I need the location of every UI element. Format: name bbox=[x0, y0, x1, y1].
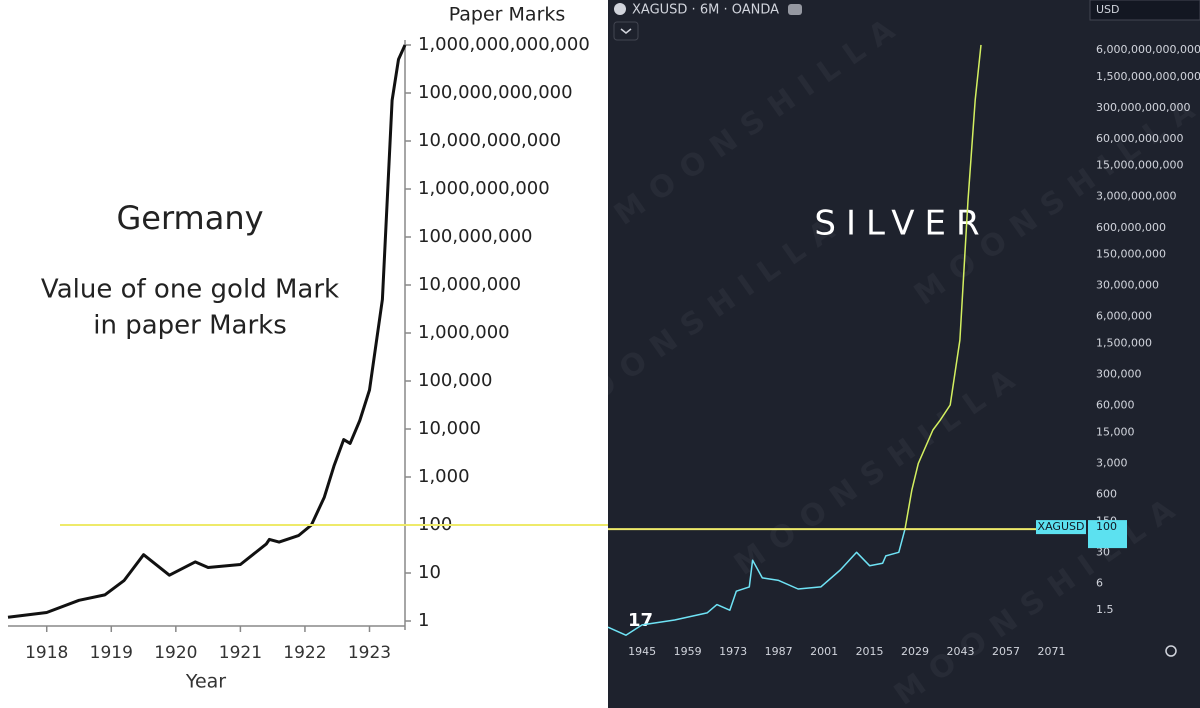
y-axis-label: Paper Marks bbox=[449, 4, 566, 26]
y-tick-label: 1,000 bbox=[418, 466, 470, 487]
price-tag bbox=[1036, 520, 1086, 535]
y-tick-label: 1,000,000,000,000 bbox=[418, 34, 590, 55]
y-tick-label: 1,000,000,000 bbox=[418, 178, 550, 199]
y-tick-label: 150,000,000 bbox=[1096, 248, 1166, 261]
x-tick-label: 1921 bbox=[219, 643, 262, 663]
y-tick-label: 100,000 bbox=[418, 370, 492, 391]
settings-button[interactable] bbox=[1165, 645, 1177, 657]
right-panel bbox=[608, 0, 1200, 708]
chart-title: XAGUSD · 6M · OANDA bbox=[632, 3, 779, 18]
y-tick-label: 3,000 bbox=[1096, 456, 1128, 469]
x-tick-label: 1973 bbox=[719, 645, 747, 658]
y-tick-label: 10 bbox=[418, 562, 441, 583]
y-tick-label: 60,000 bbox=[1096, 399, 1135, 412]
y-tick-label: 100,000,000 bbox=[418, 226, 533, 247]
price-tag-label: 100 bbox=[1096, 520, 1117, 533]
y-tick-label: 30 bbox=[1096, 545, 1110, 558]
y-tick-label: 1,000,000 bbox=[418, 322, 510, 343]
x-tick-label: 1923 bbox=[348, 643, 391, 663]
x-axis-label: Year bbox=[185, 671, 226, 693]
x-tick-label: 1945 bbox=[628, 645, 656, 658]
y-tick-label: 1,500,000,000,000 bbox=[1096, 70, 1200, 83]
status-icon bbox=[788, 4, 802, 15]
y-tick-label: 30,000,000 bbox=[1096, 279, 1159, 292]
x-tick-label: 2001 bbox=[810, 645, 838, 658]
y-tick-label: 10,000,000,000 bbox=[418, 130, 561, 151]
y-tick-label: 1.5 bbox=[1096, 603, 1114, 616]
y-tick-label: 1 bbox=[418, 610, 429, 631]
x-tick-label: 1918 bbox=[25, 643, 68, 663]
x-tick-label: 1922 bbox=[283, 643, 326, 663]
y-tick-label: 1,500,000 bbox=[1096, 336, 1152, 349]
chevron bbox=[620, 28, 632, 34]
price-tag-value bbox=[1088, 520, 1127, 549]
y-tick-label: 10,000,000 bbox=[418, 274, 521, 295]
x-tick-label: 1920 bbox=[154, 643, 197, 663]
symbol-icon bbox=[614, 3, 626, 15]
currency: USD bbox=[1096, 3, 1120, 16]
tv-logo: 17 bbox=[628, 610, 653, 631]
x-tick-label: 1959 bbox=[674, 645, 702, 658]
x-tick-label: 1987 bbox=[765, 645, 793, 658]
y-tick-label: 15,000 bbox=[1096, 425, 1135, 438]
data-line bbox=[607, 528, 906, 636]
x-tick-label: 2043 bbox=[947, 645, 975, 658]
x-tick-label: 2071 bbox=[1038, 645, 1066, 658]
y-tick-label: 6 bbox=[1096, 576, 1103, 589]
y-tick-label: 3,000,000,000 bbox=[1096, 190, 1176, 203]
y-tick-label: 300,000 bbox=[1096, 368, 1142, 381]
y-tick-label: 100,000,000,000 bbox=[418, 82, 573, 103]
chart-germany: Germany Value of one gold Mark in paper … bbox=[7, 4, 608, 693]
y-tick-label: 6,000,000 bbox=[1096, 310, 1152, 323]
x-tick-label: 1919 bbox=[90, 643, 133, 663]
currency-box[interactable] bbox=[1089, 0, 1200, 21]
chart-title: Germany bbox=[116, 199, 263, 237]
chart-silver: XAGUSD · 6M · OANDA USD SILVER 17 6,000,… bbox=[607, 0, 1200, 658]
collapse-button[interactable] bbox=[613, 21, 639, 41]
y-tick-label: 600,000,000 bbox=[1096, 221, 1166, 234]
y-tick-label: 10,000 bbox=[418, 418, 481, 439]
x-tick-label: 2057 bbox=[992, 645, 1020, 658]
y-tick-label: 60,000,000,000 bbox=[1096, 132, 1183, 145]
annotation: SILVER bbox=[814, 204, 989, 244]
left-panel bbox=[0, 0, 608, 708]
data-line bbox=[7, 44, 407, 619]
y-tick-label: 6,000,000,000,000 bbox=[1096, 43, 1200, 56]
x-tick-label: 2029 bbox=[901, 645, 929, 658]
price-tag-name: XAGUSD bbox=[1038, 520, 1085, 533]
y-tick-label: 300,000,000,000 bbox=[1096, 101, 1190, 114]
x-tick-label: 2015 bbox=[856, 645, 884, 658]
subtitle: Value of one gold Mark bbox=[41, 275, 339, 305]
subtitle: in paper Marks bbox=[93, 311, 287, 341]
y-tick-label: 15,000,000,000 bbox=[1096, 159, 1183, 172]
data-line bbox=[904, 44, 982, 530]
y-tick-label: 600 bbox=[1096, 488, 1117, 501]
